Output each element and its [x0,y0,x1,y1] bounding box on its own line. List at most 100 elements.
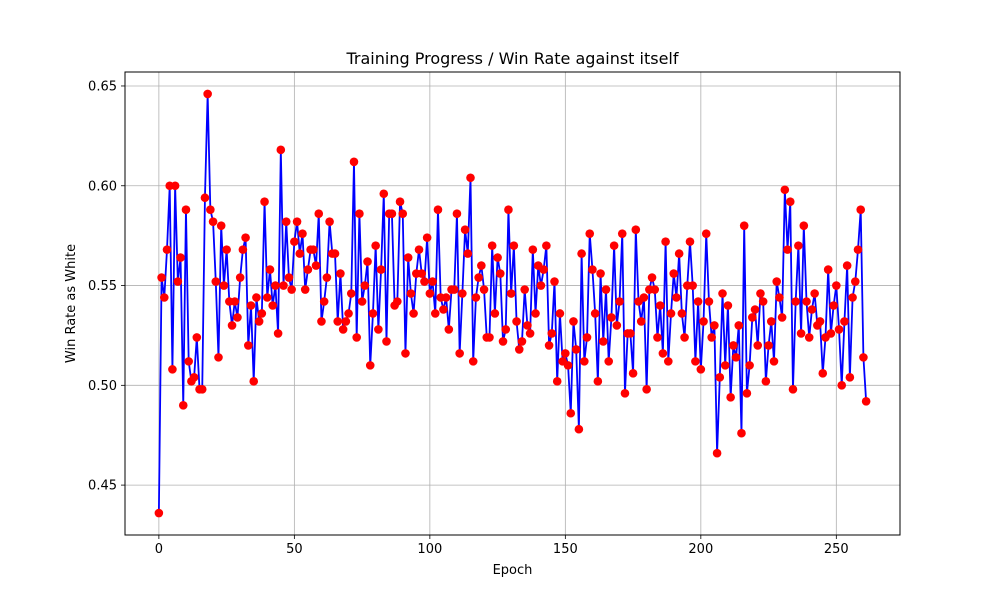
data-point [785,197,795,207]
data-point [672,293,681,302]
data-point [566,408,576,418]
data-point [425,289,435,298]
data-point [783,245,792,254]
data-point [398,209,408,218]
data-point [723,301,733,310]
data-point [859,353,868,362]
data-point [268,301,277,310]
chart-title: Training Progress / Win Rate against its… [346,49,679,68]
data-point [403,253,413,262]
data-point [628,369,638,378]
data-point [170,181,180,191]
data-point [244,341,253,350]
data-point [235,273,245,282]
data-point [807,305,817,314]
data-point [837,381,847,390]
data-point [596,269,605,278]
data-point [701,229,711,238]
data-point [850,277,860,286]
data-point [208,217,218,226]
data-point [344,309,353,318]
data-point [739,221,749,230]
data-point [653,333,662,342]
data-point [317,317,326,326]
data-point [376,265,386,274]
data-point [761,377,771,386]
x-tick-label: 250 [824,542,849,557]
plot-frame [124,71,901,536]
data-point [346,289,356,298]
data-point [531,309,540,318]
data-point [593,377,603,386]
data-point [731,353,741,362]
data-point [658,349,668,358]
data-point [227,321,237,330]
data-point [590,309,600,318]
data-point [417,269,427,278]
data-point [788,385,798,394]
data-point [571,345,581,354]
data-point [387,209,397,218]
data-point [159,293,169,302]
data-point [734,321,744,330]
data-point [254,317,264,326]
data-point [279,281,288,290]
data-point [650,285,660,294]
series-marker-layer [154,89,871,518]
data-point [647,273,657,282]
data-point [720,361,730,370]
data-point [561,349,570,358]
data-point [252,293,261,302]
data-point [742,389,752,398]
data-point [162,245,172,254]
data-point [203,89,212,99]
data-point [547,329,557,338]
data-point [710,321,719,330]
data-point [371,241,380,250]
data-point [420,277,429,286]
data-point [433,205,443,214]
data-point [449,285,459,294]
data-point [458,289,467,298]
data-point [617,229,627,238]
data-point [292,217,302,226]
data-point [769,357,779,366]
data-point [479,285,489,294]
data-point [365,361,375,370]
data-point [496,269,505,278]
y-tick-label: 0.55 [88,279,117,294]
data-point [504,205,513,214]
data-point [355,209,364,218]
data-point [219,281,229,290]
data-point [430,309,440,318]
data-point [601,285,611,294]
data-point [319,297,329,306]
data-point [322,273,332,282]
data-point [826,329,836,338]
data-point [336,269,345,278]
data-point [290,237,299,246]
data-point [804,333,814,342]
data-point [580,357,589,366]
data-point [192,333,202,342]
data-point [341,317,351,326]
data-point [563,361,573,370]
data-point [287,285,296,294]
data-point [455,349,464,358]
data-point [748,313,757,322]
data-point [840,317,849,326]
data-point [677,309,687,318]
x-tick-label: 50 [286,542,303,557]
data-point [552,377,562,386]
data-point [173,277,183,286]
data-point [536,281,546,290]
data-point [382,337,391,346]
data-point [189,373,199,382]
data-point [214,353,223,362]
data-point [395,197,405,207]
data-point [168,365,177,374]
data-point [284,273,294,282]
series-line [157,93,868,514]
